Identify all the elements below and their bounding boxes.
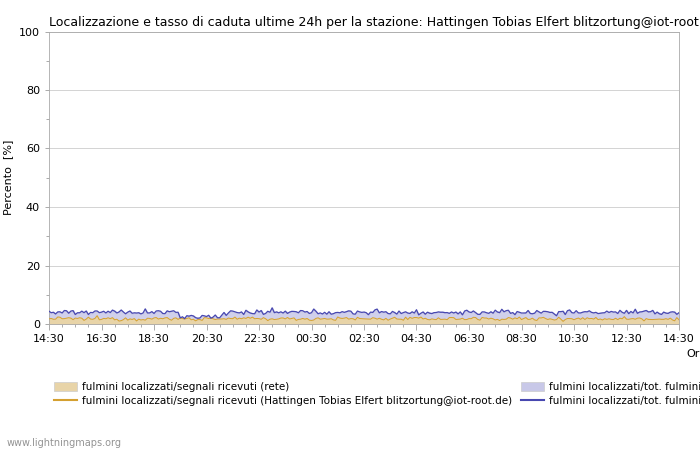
Text: Orario: Orario	[686, 349, 700, 359]
Legend: fulmini localizzati/segnali ricevuti (rete), fulmini localizzati/segnali ricevut: fulmini localizzati/segnali ricevuti (re…	[54, 382, 700, 406]
Text: www.lightningmaps.org: www.lightningmaps.org	[7, 437, 122, 447]
Text: Localizzazione e tasso di caduta ultime 24h per la stazione: Hattingen Tobias El: Localizzazione e tasso di caduta ultime …	[49, 16, 700, 29]
Y-axis label: Percento  [%]: Percento [%]	[4, 140, 13, 216]
